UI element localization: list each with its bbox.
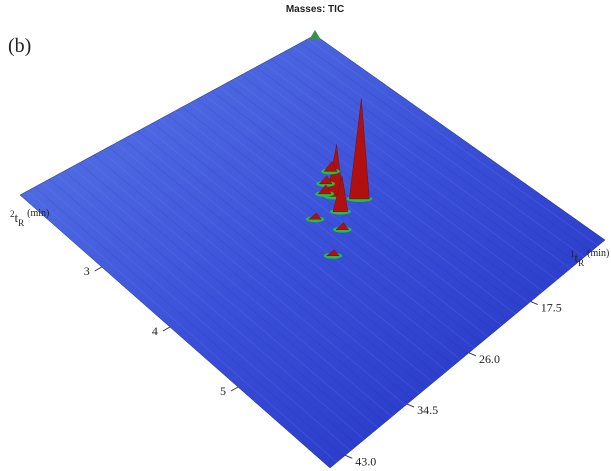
surface-texture — [174, 110, 475, 349]
x-tick — [468, 352, 477, 357]
surface-texture — [292, 46, 585, 258]
surface-texture — [241, 74, 537, 298]
surface-texture — [34, 186, 344, 457]
surface-texture — [263, 62, 557, 281]
surface-texture — [86, 158, 393, 417]
surface-tip — [309, 30, 321, 40]
surface-texture — [285, 50, 578, 263]
surface-texture — [41, 182, 351, 452]
x-axis-title: 1tR(min) — [570, 248, 609, 268]
surface-texture — [93, 154, 399, 412]
surface — [19, 30, 606, 469]
peaks — [305, 98, 373, 259]
x-tick — [345, 454, 353, 459]
surface-texture — [115, 142, 420, 395]
surface-texture — [145, 126, 448, 372]
surface-texture — [167, 114, 468, 355]
y-axis-title: 2tR(min) — [10, 208, 49, 228]
surface-texture — [233, 78, 530, 303]
surface-texture — [248, 70, 544, 292]
peak — [325, 249, 340, 257]
surface-texture — [64, 170, 372, 434]
surface-texture — [300, 42, 592, 252]
surface-texture — [49, 178, 358, 446]
y-tick — [230, 386, 239, 392]
surface-texture — [182, 106, 482, 343]
surface-texture — [123, 138, 427, 389]
panel-label: (b) — [8, 35, 31, 57]
surface-texture — [278, 54, 571, 269]
peak — [323, 160, 338, 172]
peak — [335, 222, 350, 230]
surface-texture — [100, 150, 406, 406]
y-tick-label: 3 — [84, 264, 90, 278]
peak — [318, 175, 333, 185]
surface-texture — [137, 130, 441, 377]
x-tick-label: 43.0 — [355, 454, 376, 468]
surface-texture — [189, 102, 489, 338]
peak — [332, 175, 349, 212]
surface-texture — [159, 118, 461, 360]
y-tick — [94, 266, 103, 272]
surface-texture — [255, 66, 551, 286]
surface-texture — [71, 166, 379, 429]
peak — [349, 98, 370, 200]
y-tick — [162, 326, 171, 332]
peak — [317, 184, 332, 195]
surface-texture — [204, 94, 502, 326]
surface-texture — [56, 174, 365, 440]
surface-texture — [226, 82, 523, 309]
surface-texture — [196, 98, 496, 332]
surface-texture — [78, 162, 386, 423]
chart-title: Masses: TIC — [286, 4, 344, 15]
peak — [308, 212, 322, 220]
x-tick-label: 26.0 — [479, 352, 500, 366]
surface-texture — [211, 90, 509, 320]
x-tick-label: 17.5 — [541, 301, 562, 315]
surface-texture — [307, 38, 599, 246]
surface-texture — [270, 58, 564, 275]
surface-texture — [152, 122, 454, 366]
surface-texture — [130, 134, 434, 383]
y-tick-label: 4 — [152, 324, 158, 338]
x-tick — [530, 301, 538, 305]
x-tick-label: 34.5 — [417, 403, 438, 417]
x-tick — [406, 403, 415, 408]
surface-texture — [27, 190, 338, 463]
surface-texture — [108, 146, 413, 400]
axes: 17.5 26.0 34.5 43.0 3 4 5 — [84, 264, 562, 468]
y-tick-label: 5 — [220, 384, 226, 398]
